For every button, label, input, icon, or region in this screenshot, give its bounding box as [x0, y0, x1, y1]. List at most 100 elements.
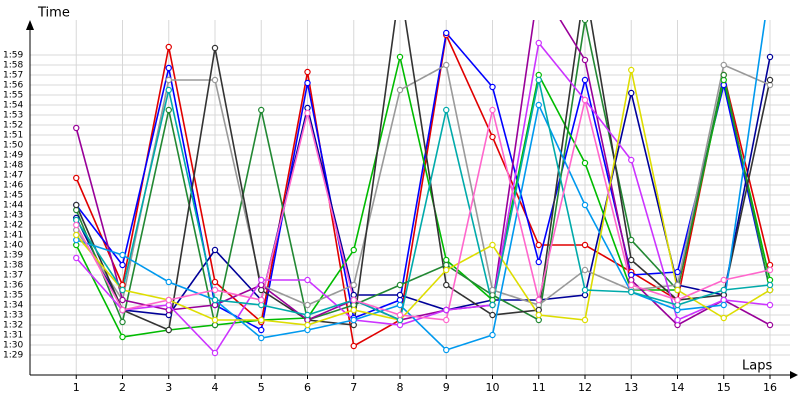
data-point: [628, 156, 635, 164]
x-tick-label: 15: [717, 381, 731, 394]
series-line: [75, 69, 771, 326]
data-point: [489, 241, 496, 249]
data-point: [443, 306, 450, 314]
data-point: [304, 276, 311, 284]
data-point: [304, 68, 311, 76]
data-point: [443, 281, 450, 289]
series-line: [75, 56, 771, 316]
data-point: [165, 278, 172, 286]
x-tick-label: 6: [304, 381, 311, 394]
data-point: [535, 101, 542, 109]
x-tick-label: 1: [73, 381, 80, 394]
data-point: [628, 256, 635, 264]
x-tick-label: 10: [486, 381, 500, 394]
data-point: [258, 316, 265, 324]
series-line: [75, 20, 771, 326]
y-tick-label: 1:44: [3, 201, 23, 211]
y-tick-label: 1:48: [3, 161, 23, 171]
data-point: [535, 296, 542, 304]
data-point: [211, 278, 219, 286]
y-tick-label: 1:37: [3, 271, 23, 281]
y-tick-label: 1:32: [3, 321, 23, 331]
data-point: [350, 281, 357, 289]
x-axis-arrow: [790, 371, 798, 379]
data-point: [489, 106, 496, 114]
data-point: [396, 86, 404, 94]
data-point: [628, 236, 635, 244]
series-line: [75, 99, 771, 321]
data-point: [443, 266, 450, 274]
y-tick-label: 1:38: [3, 261, 23, 271]
data-point: [766, 321, 774, 329]
y-tick-label: 1:31: [3, 331, 23, 341]
data-point: [766, 281, 774, 289]
x-axis-title: Laps: [742, 359, 772, 374]
data-point: [443, 346, 450, 354]
data-point: [119, 296, 126, 304]
data-point: [211, 296, 219, 304]
data-point: [581, 241, 589, 249]
y-tick-label: 1:46: [3, 181, 23, 191]
data-point: [119, 333, 126, 341]
data-point: [581, 56, 589, 64]
y-tick-label: 1:30: [3, 341, 23, 351]
y-tick-label: 1:34: [3, 301, 23, 311]
data-point: [535, 311, 542, 319]
x-tick-label: 8: [397, 381, 404, 394]
y-tick-label: 1:35: [3, 291, 23, 301]
data-point: [211, 286, 219, 294]
data-point: [304, 109, 311, 117]
data-point: [119, 261, 126, 269]
data-point: [119, 306, 126, 314]
data-point: [489, 301, 496, 309]
data-point: [720, 301, 727, 309]
y-tick-label: 1:56: [3, 81, 23, 91]
data-point: [581, 159, 589, 167]
data-point: [489, 133, 496, 141]
series-line: [75, 41, 771, 355]
data-point: [720, 61, 727, 69]
data-point: [581, 201, 589, 209]
data-point: [73, 221, 80, 229]
data-point: [443, 316, 450, 324]
series-line: [75, 32, 771, 348]
y-tick-label: 1:40: [3, 241, 23, 251]
data-point: [766, 53, 774, 61]
y-tick-label: 1:54: [3, 101, 23, 111]
data-point: [258, 326, 265, 334]
data-point: [720, 276, 727, 284]
data-point: [674, 268, 681, 276]
series-line: [76, 20, 766, 351]
y-tick-label: 1:53: [3, 111, 23, 121]
x-tick-label: 7: [350, 381, 357, 394]
y-tick-label: 1:41: [3, 231, 23, 241]
data-point: [304, 301, 311, 309]
data-point: [535, 39, 542, 47]
x-tick-label: 3: [165, 381, 172, 394]
data-point: [350, 296, 357, 304]
data-point: [581, 286, 589, 294]
data-point: [396, 53, 404, 61]
data-point: [581, 76, 589, 84]
y-tick-label: 1:49: [3, 151, 23, 161]
data-point: [720, 71, 727, 79]
y-tick-label: 1:42: [3, 221, 23, 231]
data-point: [489, 83, 496, 91]
x-tick-label: 11: [532, 381, 546, 394]
data-point: [119, 318, 126, 326]
data-point: [443, 29, 450, 37]
series-line: [75, 63, 771, 306]
data-point: [581, 266, 589, 274]
data-point: [165, 43, 172, 51]
y-tick-label: 1:45: [3, 191, 23, 201]
x-tick-label: 16: [763, 381, 777, 394]
x-tick-label: 4: [212, 381, 219, 394]
data-point: [443, 106, 450, 114]
data-point: [674, 296, 681, 304]
data-point: [304, 79, 311, 87]
data-point: [350, 342, 357, 350]
data-point: [165, 86, 172, 94]
plot-area: [73, 20, 774, 357]
data-point: [73, 174, 80, 182]
